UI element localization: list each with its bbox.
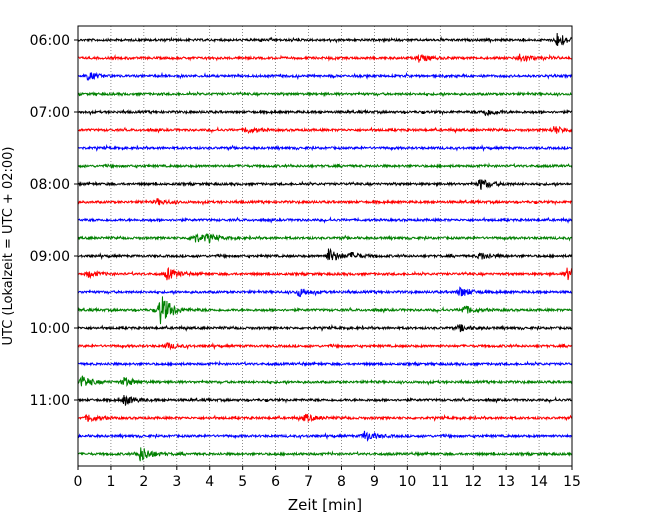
x-axis-ticks: 0 1 2 3 4 5 6 7 8 9 10 11 12 13 14 15 — [74, 466, 581, 490]
trace-1030 — [77, 360, 573, 367]
y-tick-label: 06:00 — [30, 33, 70, 49]
x-tick-label: 11 — [431, 474, 449, 490]
x-tick-label: 14 — [530, 474, 548, 490]
trace-0615 — [77, 53, 573, 63]
trace-0745 — [77, 162, 573, 169]
y-tick-label: 10:00 — [30, 321, 70, 337]
x-tick-label: 2 — [139, 474, 148, 490]
grid-lines — [110, 26, 540, 466]
y-tick-label: 08:00 — [30, 177, 70, 193]
y-tick-label: 09:00 — [30, 249, 70, 265]
y-tick-label: 11:00 — [30, 393, 70, 409]
trace-0715 — [77, 125, 573, 135]
trace-0700 — [77, 108, 573, 117]
trace-0645 — [77, 90, 573, 98]
traces — [77, 32, 573, 462]
trace-1045 — [77, 375, 573, 387]
x-tick-label: 10 — [398, 474, 416, 490]
x-tick-label: 12 — [464, 474, 482, 490]
x-tick-label: 0 — [74, 474, 83, 490]
trace-0630 — [77, 71, 573, 81]
trace-1130 — [77, 430, 573, 442]
trace-0800 — [77, 179, 573, 190]
trace-1145 — [77, 447, 573, 462]
x-tick-label: 1 — [106, 474, 115, 490]
trace-1015 — [77, 342, 573, 351]
trace-1000 — [77, 323, 573, 333]
x-tick-label: 9 — [370, 474, 379, 490]
trace-1100 — [77, 394, 573, 406]
trace-0930 — [77, 286, 573, 298]
trace-0915 — [77, 266, 573, 281]
x-axis-label: Zeit [min] — [288, 496, 362, 514]
x-tick-label: 5 — [238, 474, 247, 490]
x-tick-label: 8 — [337, 474, 346, 490]
y-tick-label: 07:00 — [30, 105, 70, 121]
x-tick-label: 6 — [271, 474, 280, 490]
x-tick-label: 7 — [304, 474, 313, 490]
trace-0830 — [77, 216, 573, 224]
x-tick-label: 3 — [172, 474, 181, 490]
x-tick-label: 4 — [205, 474, 214, 490]
x-tick-label: 13 — [497, 474, 515, 490]
trace-0845 — [77, 232, 573, 244]
trace-1115 — [77, 413, 573, 423]
y-axis-label: UTC (Lokalzeit = UTC + 02:00) — [1, 147, 16, 346]
y-axis-ticks: 06:00 07:00 08:00 09:00 10:00 11:00 — [30, 33, 78, 409]
plot-frame — [77, 25, 573, 467]
trace-0600 — [77, 32, 573, 47]
trace-0730 — [77, 143, 573, 153]
trace-0945 — [77, 296, 573, 325]
x-tick-label: 15 — [563, 474, 581, 490]
trace-0900 — [77, 247, 573, 261]
trace-0815 — [77, 198, 573, 206]
